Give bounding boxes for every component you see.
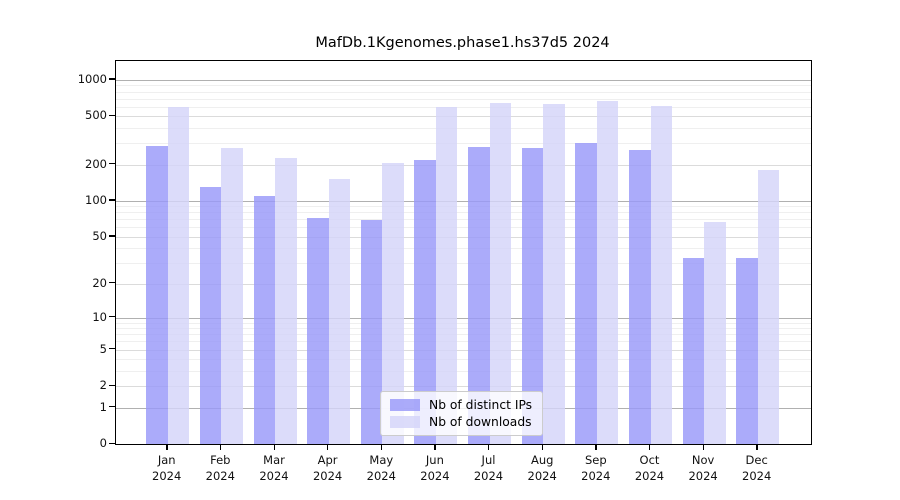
gridline-400	[116, 128, 811, 130]
gridline-700	[116, 98, 811, 100]
gridline-90	[116, 206, 811, 208]
bar-downloads-nov	[704, 221, 726, 444]
gridline-40	[116, 248, 811, 250]
x-tick-mar	[273, 444, 275, 450]
x-tick-label-dec: Dec 2024	[742, 453, 772, 483]
x-tick-feb	[219, 444, 222, 450]
bar-distinct-ips-jun	[414, 160, 436, 444]
gridline-3	[116, 370, 811, 372]
x-tick-label-oct: Oct 2024	[634, 453, 665, 483]
y-tick-label-500: 500	[85, 108, 107, 123]
gridline-80	[116, 212, 811, 214]
legend-label-distinct-ips: Nb of distinct IPs	[429, 398, 533, 412]
x-tick-aug	[541, 444, 544, 450]
gridline-9	[116, 322, 811, 324]
bar-downloads-dec	[757, 169, 780, 444]
x-tick-jul	[488, 444, 490, 450]
gridline-300	[116, 143, 811, 145]
x-tick-label-apr: Apr 2024	[312, 453, 343, 483]
x-tick-label-mar: Mar 2024	[259, 453, 289, 483]
legend: Nb of distinct IPs Nb of downloads	[380, 391, 544, 436]
gridline-7	[116, 334, 811, 336]
y-tick-label-20: 20	[92, 275, 107, 290]
x-tick-nov	[702, 444, 704, 450]
gridline-20	[116, 283, 811, 285]
legend-swatch-downloads	[390, 416, 420, 428]
bar-downloads-may	[382, 163, 404, 444]
x-tick-label-jan: Jan 2024	[152, 453, 182, 483]
y-tick-label-100: 100	[85, 192, 107, 207]
gridline-5	[116, 349, 811, 351]
bar-distinct-ips-feb	[199, 186, 222, 444]
bar-distinct-ips-jul	[468, 147, 490, 444]
gridline-60	[116, 227, 811, 229]
x-tick-label-nov: Nov 2024	[688, 453, 718, 483]
x-tick-apr	[327, 444, 329, 450]
gridline-900	[116, 85, 811, 87]
gridline-6	[116, 341, 811, 343]
gridline-2	[116, 386, 811, 388]
bar-downloads-aug	[543, 104, 565, 444]
x-tick-label-jun: Jun 2024	[420, 453, 450, 483]
y-tick-label-0: 0	[99, 436, 107, 450]
gridline-70	[116, 219, 811, 221]
x-tick-label-feb: Feb 2024	[205, 453, 235, 483]
legend-item-distinct-ips: Nb of distinct IPs	[390, 398, 532, 412]
y-tick-label-200: 200	[85, 156, 107, 171]
x-tick-dec	[756, 444, 758, 450]
gridline-500	[116, 116, 811, 118]
x-tick-may	[380, 444, 383, 450]
bar-distinct-ips-dec	[736, 258, 758, 444]
x-tick-jun	[434, 444, 436, 450]
y-tick-label-2: 2	[99, 378, 107, 393]
x-tick-sep	[595, 444, 597, 450]
y-tick-label-1: 1	[99, 399, 107, 414]
plot-area: Nb of distinct IPs Nb of downloads	[115, 60, 812, 445]
y-tick-label-10: 10	[92, 309, 107, 324]
gridline-4	[116, 359, 811, 361]
x-tick-oct	[649, 444, 651, 450]
gridline-1000	[116, 79, 811, 81]
bar-downloads-mar	[275, 158, 297, 444]
gridline-200	[116, 164, 811, 166]
bar-downloads-feb	[221, 148, 243, 444]
bar-distinct-ips-mar	[253, 195, 275, 444]
bar-distinct-ips-nov	[682, 258, 705, 444]
gridline-100	[116, 200, 811, 202]
bar-distinct-ips-oct	[629, 150, 651, 444]
x-tick-label-sep: Sep 2024	[581, 453, 611, 483]
bar-downloads-oct	[650, 106, 672, 444]
gridline-10	[116, 317, 811, 319]
bar-distinct-ips-apr	[307, 217, 329, 444]
y-tick-label-50: 50	[92, 228, 107, 243]
bar-distinct-ips-may	[360, 220, 383, 444]
bar-downloads-apr	[328, 179, 351, 444]
gridline-30	[116, 263, 811, 264]
legend-label-downloads: Nb of downloads	[429, 415, 532, 429]
bar-downloads-jan	[167, 106, 190, 444]
bar-downloads-jul	[489, 103, 511, 444]
gridline-800	[116, 91, 811, 93]
gridline-8	[116, 328, 811, 330]
x-tick-label-aug: Aug 2024	[527, 453, 557, 483]
bar-distinct-ips-sep	[575, 142, 597, 444]
legend-item-downloads: Nb of downloads	[390, 415, 532, 429]
x-tick-label-may: May 2024	[366, 453, 396, 483]
bar-distinct-ips-aug	[521, 147, 544, 444]
y-tick-label-1000: 1000	[77, 71, 107, 86]
gridline-50	[116, 236, 811, 238]
y-tick-label-5: 5	[99, 341, 107, 356]
legend-swatch-distinct-ips	[390, 399, 420, 411]
bar-distinct-ips-jan	[146, 145, 168, 444]
bar-downloads-jun	[435, 107, 458, 444]
x-tick-label-jul: Jul 2024	[473, 453, 504, 483]
chart-title: MafDb.1Kgenomes.phase1.hs37d5 2024	[315, 35, 610, 51]
bar-downloads-sep	[596, 100, 619, 444]
x-tick-jan	[166, 444, 168, 450]
gridline-600	[116, 106, 811, 108]
